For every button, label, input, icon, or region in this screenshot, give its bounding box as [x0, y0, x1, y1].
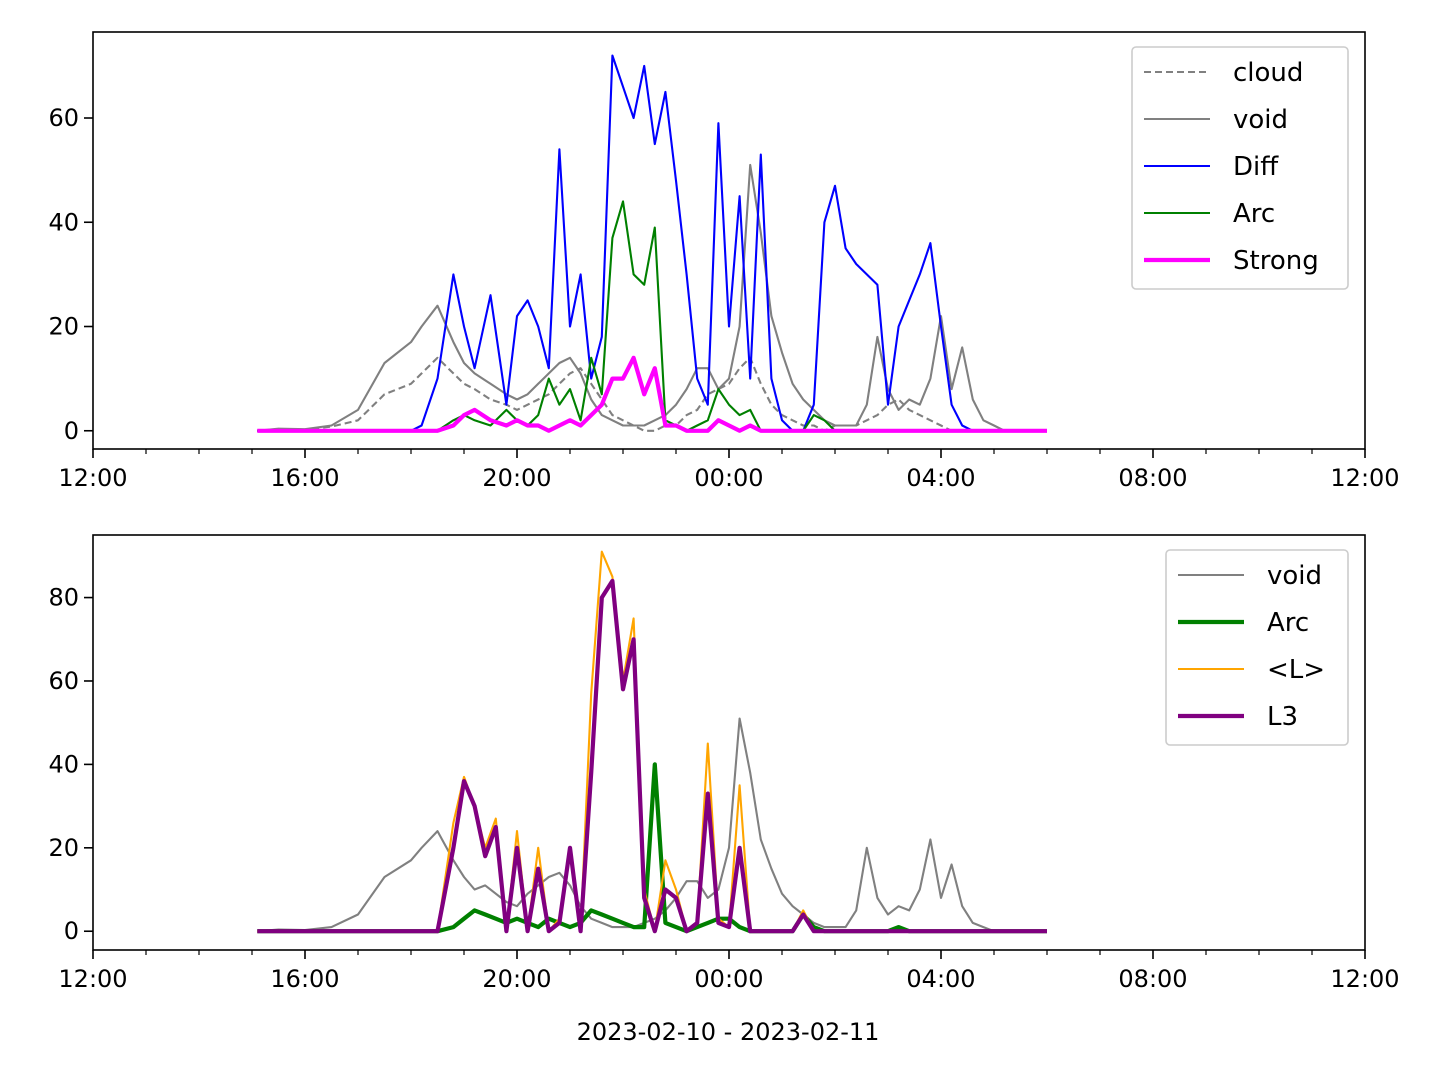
series-line-cloud — [257, 356, 1047, 432]
legend-label: void — [1233, 105, 1288, 135]
legend-label: Strong — [1233, 246, 1319, 276]
x-tick-label: 20:00 — [482, 464, 551, 492]
legend-label: cloud — [1233, 58, 1303, 88]
x-tick-label: 12:00 — [1330, 965, 1399, 993]
series-line-diff — [257, 54, 1047, 432]
x-tick-label: 16:00 — [270, 965, 339, 993]
series-line-l — [257, 550, 1047, 933]
y-tick-label: 40 — [48, 208, 79, 236]
legend-label: <L> — [1267, 655, 1325, 685]
series-line-arc — [257, 200, 1047, 432]
y-tick-label: 40 — [48, 750, 79, 778]
x-tick-label: 04:00 — [906, 965, 975, 993]
x-tick-label: 08:00 — [1118, 965, 1187, 993]
x-tick-label: 12:00 — [58, 965, 127, 993]
legend-box — [1165, 549, 1349, 746]
x-tick-label: 04:00 — [906, 464, 975, 492]
y-tick-label: 80 — [48, 584, 79, 612]
y-tick-label: 20 — [48, 834, 79, 862]
series-line-void — [257, 163, 1047, 432]
series-line-strong — [257, 355, 1047, 433]
legend-label: L3 — [1267, 702, 1298, 732]
top-chart-panel: 12:00 16:00 20:00 00:00 04:00 08:00 12:00 0 20 40… — [48, 31, 1400, 492]
y-tick-label: 0 — [64, 417, 79, 445]
legend-label: void — [1267, 561, 1322, 591]
legend-label: Arc — [1267, 608, 1309, 638]
y-tick-label: 60 — [48, 667, 79, 695]
x-tick-label: 00:00 — [694, 464, 763, 492]
legend-label: Arc — [1233, 199, 1275, 229]
x-tick-label: 16:00 — [270, 464, 339, 492]
y-tick-label: 60 — [48, 104, 79, 132]
x-tick-label: 00:00 — [694, 965, 763, 993]
x-tick-label: 12:00 — [58, 464, 127, 492]
legend-box — [1131, 46, 1349, 290]
legend-label: Diff — [1233, 152, 1279, 182]
bottom-chart-panel: 12:00 16:00 20:00 00:00 04:00 08:00 12:00 0 20 40… — [48, 534, 1400, 993]
series-line-void — [257, 717, 1047, 933]
x-tick-label: 08:00 — [1118, 464, 1187, 492]
y-tick-label: 0 — [64, 917, 79, 945]
bottom-x-axis-label: 2023-02-10 - 2023-02-11 — [577, 1018, 880, 1046]
x-tick-label: 12:00 — [1330, 464, 1399, 492]
x-tick-label: 20:00 — [482, 965, 551, 993]
series-line-l3 — [257, 578, 1047, 934]
y-tick-label: 20 — [48, 313, 79, 341]
